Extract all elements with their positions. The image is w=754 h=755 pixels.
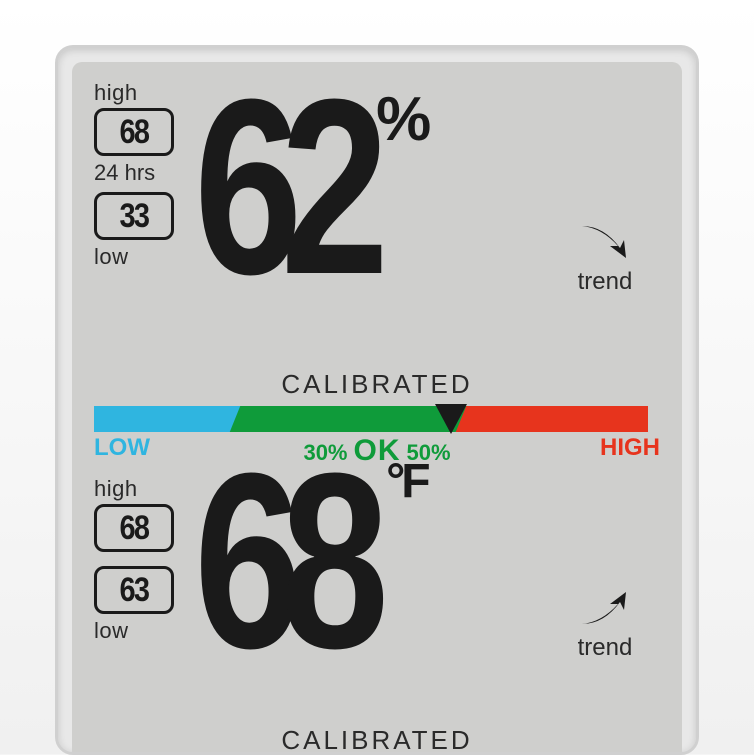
humidity-trend-label: trend: [560, 268, 650, 296]
temperature-low-label: low: [94, 618, 189, 644]
temperature-high-label: high: [94, 476, 189, 502]
humidity-unit: %: [376, 84, 427, 155]
temperature-low-value: 63: [120, 571, 149, 610]
trend-up-icon: [576, 586, 634, 630]
lcd-screen: high 68 24 hrs 33 low 62 %: [72, 62, 682, 752]
temperature-low-box: 63: [94, 566, 174, 614]
comfort-marker-icon: [435, 404, 467, 434]
temperature-main-reading: 68 °F: [194, 446, 427, 676]
screen-frame: high 68 24 hrs 33 low 62 %: [55, 45, 699, 755]
temperature-minmax-column: high 68 63 low: [94, 476, 189, 646]
temperature-trend: trend: [560, 586, 650, 662]
temperature-main-value: 68: [194, 446, 367, 676]
humidity-low-label: low: [94, 244, 189, 270]
comfort-seg-high: [456, 406, 648, 432]
humidity-low-box: 33: [94, 192, 174, 240]
trend-down-icon: [576, 220, 634, 264]
humidity-main-value: 62: [194, 72, 367, 302]
temperature-trend-label: trend: [560, 634, 650, 662]
humidity-high-box: 68: [94, 108, 174, 156]
temperature-high-value: 68: [120, 509, 149, 548]
comfort-high-label: HIGH: [600, 434, 660, 462]
comfort-low-label: LOW: [94, 434, 150, 462]
humidity-period-label: 24 hrs: [94, 160, 189, 186]
humidity-calibrated-label: CALIBRATED: [94, 369, 660, 400]
temperature-calibrated-label: CALIBRATED: [94, 725, 660, 755]
comfort-bar-track: [94, 406, 660, 432]
temperature-section: high 68 63 low 68 °F: [94, 476, 660, 755]
humidity-high-label: high: [94, 80, 189, 106]
humidity-high-value: 68: [120, 113, 149, 152]
spacer: [94, 556, 189, 566]
humidity-section: high 68 24 hrs 33 low 62 %: [94, 80, 660, 400]
humidity-low-value: 33: [120, 197, 149, 236]
temperature-unit: °F: [386, 454, 427, 509]
humidity-minmax-column: high 68 24 hrs 33 low: [94, 80, 189, 272]
device-body: high 68 24 hrs 33 low 62 %: [0, 0, 754, 754]
humidity-trend: trend: [560, 220, 650, 296]
humidity-main-reading: 62 %: [194, 72, 427, 302]
temperature-high-box: 68: [94, 504, 174, 552]
